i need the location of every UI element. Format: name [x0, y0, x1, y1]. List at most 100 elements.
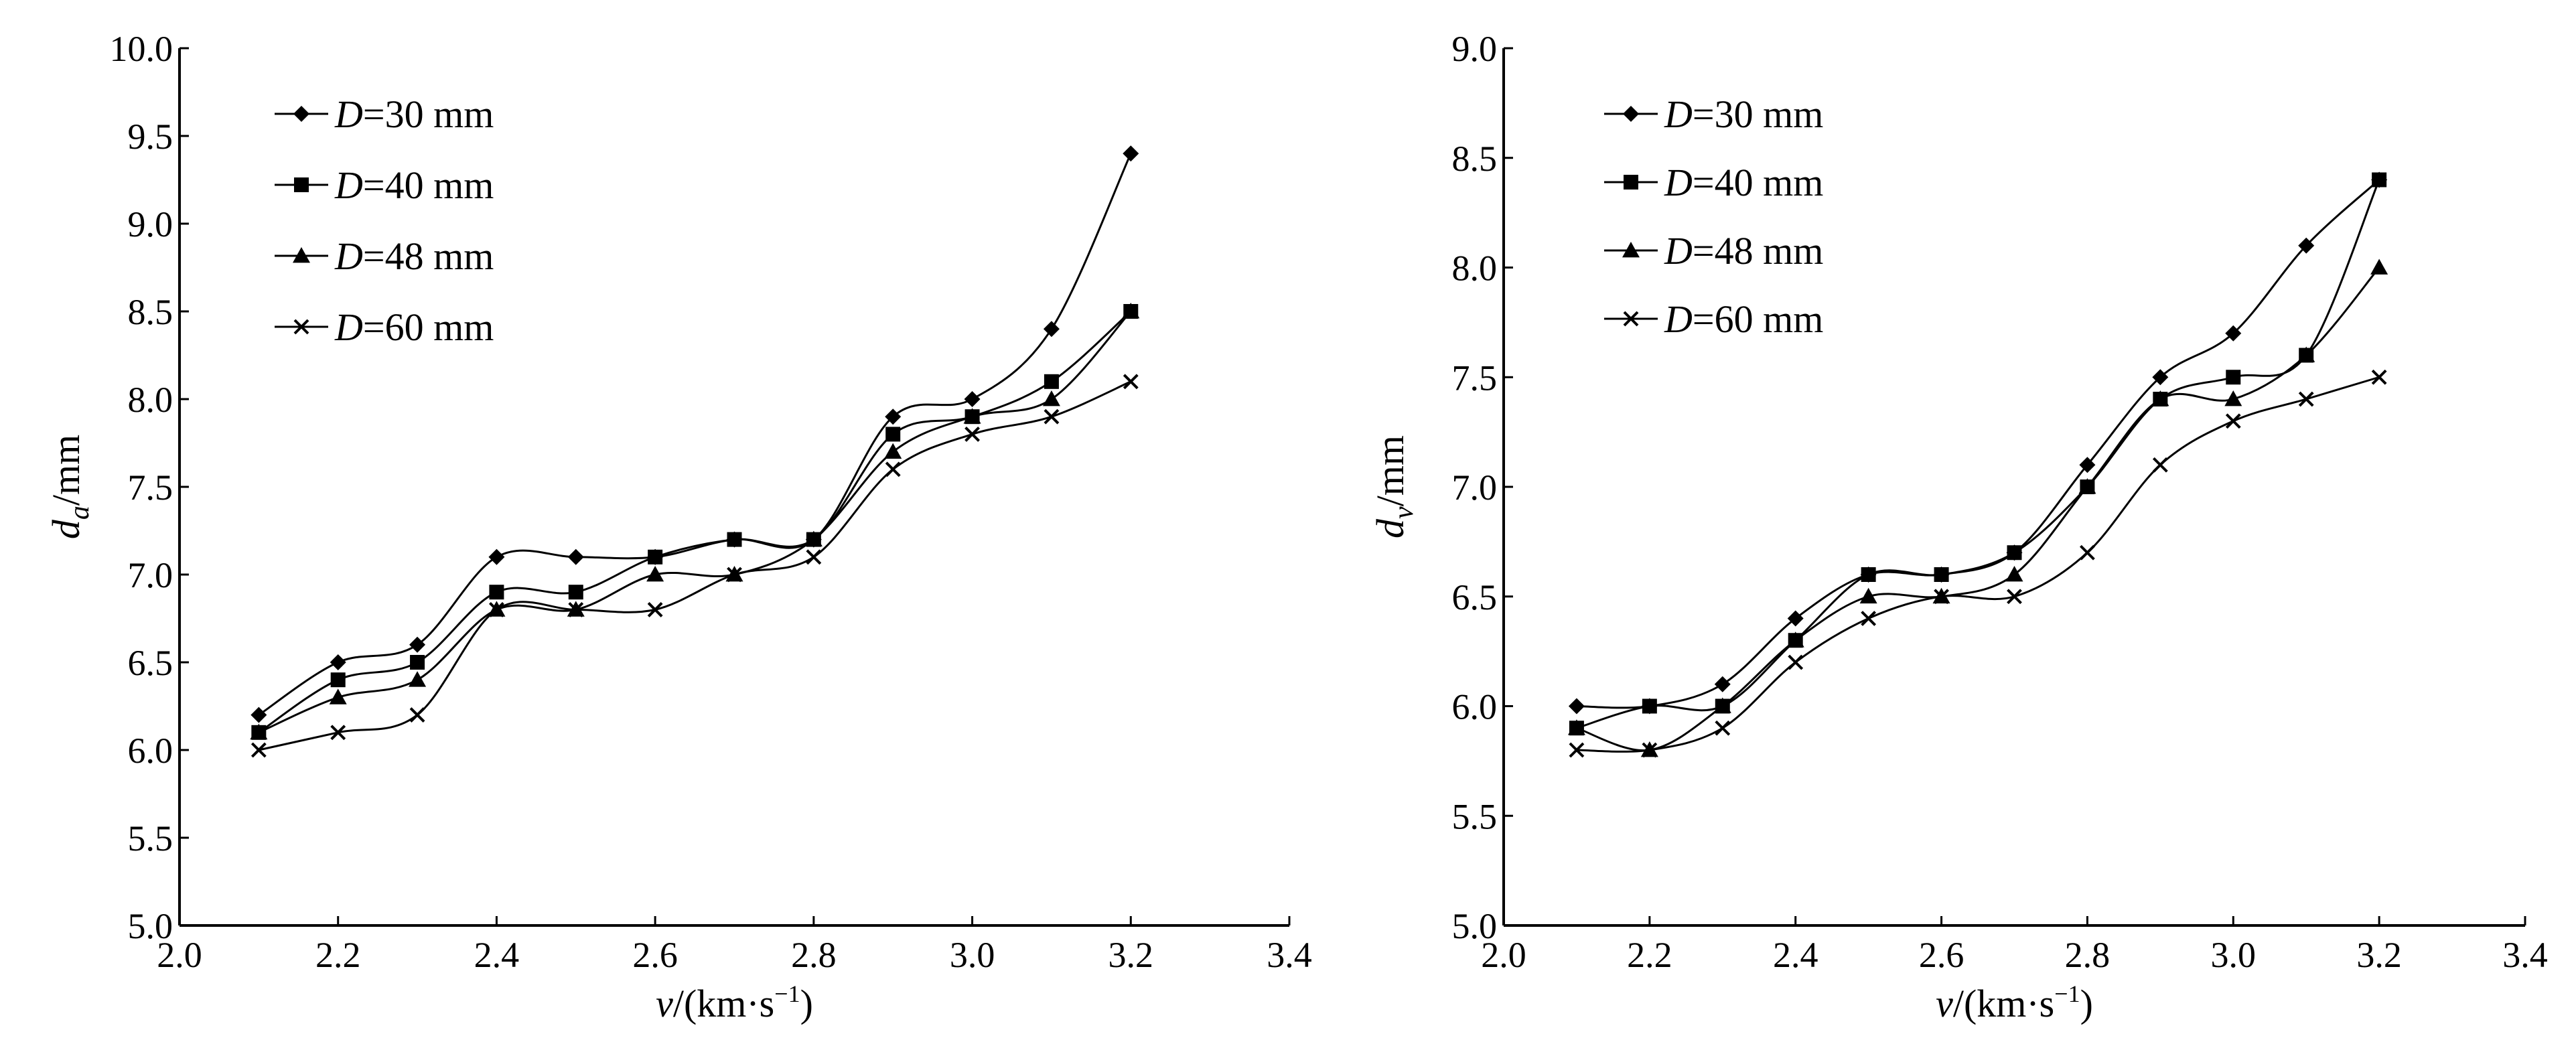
y-tick-label: 6.0: [1452, 687, 1498, 727]
legend-label: D=30 mm: [1664, 92, 1823, 136]
x-tick-label: 2.4: [474, 935, 520, 975]
data-point: [1934, 589, 1949, 605]
x-axis-label: v/(km·s−1): [656, 980, 813, 1025]
x-tick-label: 3.4: [1267, 935, 1312, 975]
data-point: [806, 549, 822, 565]
data-point: [1713, 697, 1731, 713]
data-point: [1861, 567, 1876, 582]
data-point: [2078, 478, 2096, 494]
legend-entry: D=60 mm: [1604, 297, 1823, 341]
legend-entry: D=30 mm: [275, 92, 494, 136]
data-point: [489, 601, 504, 617]
data-point: [1123, 374, 1139, 390]
data-point: [804, 530, 822, 546]
y-tick-label: 5.0: [128, 906, 173, 946]
data-point: [885, 408, 902, 425]
data-point: [648, 549, 663, 565]
data-point: [885, 461, 901, 477]
data-point: [885, 427, 901, 442]
legend-entry: D=48 mm: [1604, 229, 1823, 273]
data-point: [1642, 742, 1658, 758]
data-point: [2297, 346, 2315, 362]
x-tick-label: 2.2: [315, 935, 361, 975]
data-point: [488, 548, 505, 565]
y-tick-label: 5.0: [1452, 906, 1498, 946]
x-tick-label: 3.2: [2356, 935, 2402, 975]
y-tick-label: 7.0: [1452, 467, 1498, 508]
x-tick-label: 2.4: [1773, 935, 1818, 975]
series-line: [259, 380, 1131, 751]
data-point: [1043, 321, 1060, 338]
x-tick-label: 2.6: [1919, 935, 1964, 975]
data-point: [727, 532, 742, 547]
data-point: [964, 391, 981, 407]
y-tick-label: 5.5: [1452, 796, 1498, 836]
data-point: [647, 601, 663, 617]
data-point: [1044, 408, 1060, 425]
x-tick-label: 3.0: [2211, 935, 2257, 975]
data-point: [1787, 610, 1804, 627]
data-point: [1042, 390, 1060, 406]
legend-marker: [293, 319, 309, 335]
chart-right: 5.0 5.5 6.0 6.5 7.0 7.5 8.0 8.5 9.0 2.0 2.2 2.4 2.6 2…: [1368, 29, 2548, 1025]
legend-label: D=48 mm: [334, 234, 494, 278]
legend-label: D=48 mm: [1664, 229, 1823, 273]
data-point: [2372, 172, 2387, 188]
data-point: [2007, 545, 2022, 561]
data-point: [2080, 544, 2095, 561]
x-tick-label: 2.6: [632, 935, 678, 975]
y-tick-label: 8.5: [128, 292, 173, 332]
legend-entry: D=40 mm: [275, 163, 494, 207]
data-point: [727, 567, 742, 583]
data-point: [963, 408, 981, 424]
legend-label: D=40 mm: [1664, 161, 1823, 204]
x-tick-label: 2.0: [1481, 935, 1526, 975]
data-point: [1859, 587, 1877, 604]
data-point: [330, 725, 346, 741]
y-tick-label: 8.5: [1452, 139, 1498, 179]
y-tick-label: 7.5: [128, 467, 173, 508]
y-tick-label: 6.0: [128, 731, 173, 771]
data-point: [2152, 457, 2168, 473]
data-point: [1714, 676, 1731, 692]
data-point: [1786, 631, 1804, 648]
data-point: [1569, 742, 1585, 758]
data-point: [251, 706, 267, 723]
data-point: [410, 655, 425, 670]
y-tick-label: 8.0: [128, 380, 173, 420]
data-point: [1044, 374, 1059, 389]
data-point: [2224, 390, 2242, 406]
data-point: [1123, 145, 1139, 162]
data-point: [329, 688, 347, 704]
data-point: [2298, 237, 2315, 254]
data-point: [409, 636, 426, 653]
data-point: [2152, 369, 2169, 386]
data-point: [2005, 566, 2023, 582]
y-tick-label: 9.0: [128, 204, 173, 244]
x-tick-label: 2.8: [791, 935, 837, 975]
data-point: [646, 566, 664, 582]
series-diamond: [251, 145, 1139, 723]
legend-marker: [1623, 106, 1639, 122]
data-point: [2298, 391, 2314, 407]
legend-entry: D=48 mm: [275, 234, 494, 278]
legend-label: D=60 mm: [334, 305, 494, 349]
data-point: [330, 672, 346, 688]
y-tick-label: 5.5: [128, 818, 173, 859]
y-tick-label: 8.0: [1452, 248, 1498, 289]
legend-marker: [293, 106, 309, 122]
x-tick-label: 2.2: [1627, 935, 1672, 975]
data-point: [964, 426, 980, 442]
x-tick-label: 2.8: [2065, 935, 2110, 975]
series-square: [251, 304, 1139, 740]
y-axis-label: da/mm: [44, 435, 95, 539]
legend-label: D=60 mm: [1664, 297, 1823, 341]
y-tick-label: 7.0: [128, 555, 173, 595]
data-point: [1568, 698, 1585, 715]
data-point: [884, 443, 902, 459]
data-point: [1567, 719, 1585, 735]
legend-marker: [1624, 175, 1638, 190]
legend-marker: [294, 177, 309, 192]
data-point: [1861, 611, 1877, 626]
